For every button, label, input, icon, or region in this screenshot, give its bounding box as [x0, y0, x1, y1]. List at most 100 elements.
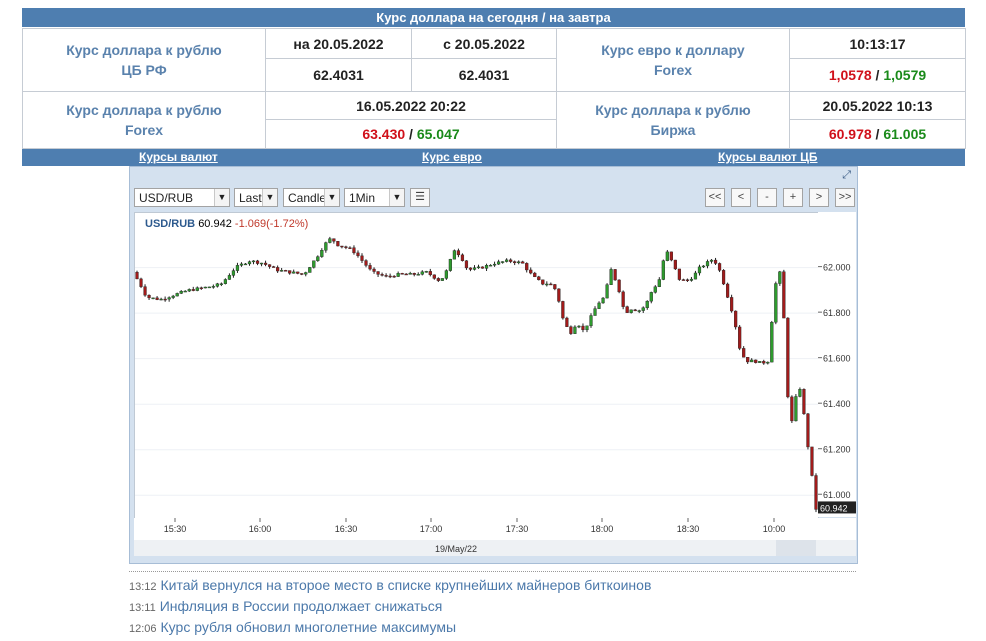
zoom-in-button[interactable]: + [783, 188, 803, 207]
candle [774, 283, 778, 323]
scroll-track [134, 540, 856, 556]
candle [814, 475, 818, 510]
candle [340, 245, 344, 248]
candle [380, 274, 384, 276]
candle [452, 250, 457, 260]
candle [738, 326, 742, 349]
nav-link-currencies[interactable]: Курсы валют [139, 150, 218, 164]
candle [790, 396, 794, 422]
news-title[interactable]: Курс рубля обновил многолетние максимумы [160, 619, 457, 635]
interval-select[interactable]: 1Min ▼ [344, 188, 405, 207]
candle [360, 255, 364, 261]
candle [625, 306, 629, 313]
candle [665, 251, 669, 261]
candle [517, 261, 521, 264]
candle [348, 247, 352, 249]
price-type-select[interactable]: Last ▼ [234, 188, 278, 207]
candle [364, 260, 368, 266]
y-tick-label: 62.000 [823, 263, 851, 273]
cbr-date-today: на 20.05.2022 [265, 28, 412, 59]
candle [577, 325, 581, 328]
candle [701, 265, 706, 268]
candle [384, 275, 388, 277]
x-axis-svg: 15:30 16:00 16:30 17:00 17:30 18:00 18:30 10:00… [134, 518, 856, 556]
candle [167, 297, 171, 300]
candle [412, 273, 416, 275]
candle [276, 267, 280, 272]
nav-link-cbr[interactable]: Курсы валют ЦБ [718, 150, 818, 164]
candle [533, 272, 537, 278]
expand-icon[interactable]: ⤢ [842, 169, 851, 181]
candle [235, 265, 240, 271]
forex-bid: 63.430 [362, 126, 406, 142]
indicators-button[interactable]: ☰ [410, 188, 430, 207]
chart-plot-area[interactable]: USD/RUB 60.942 -1.069(-1.72%) [134, 212, 819, 519]
chevron-down-icon: ▼ [214, 189, 229, 206]
y-tick-label: 61.200 [823, 445, 851, 455]
candle [786, 317, 790, 398]
candle [484, 265, 489, 269]
candle [243, 263, 248, 266]
candle [135, 271, 139, 280]
candle [456, 250, 461, 256]
candle [312, 260, 316, 268]
x-tick-label: 16:00 [249, 524, 272, 534]
candle [259, 262, 264, 265]
news-item[interactable]: 13:11 Инфляция в России продолжает снижат… [129, 598, 856, 619]
news-separator [129, 571, 856, 572]
news-time: 13:12 [129, 581, 157, 593]
candle [203, 286, 207, 289]
news-item[interactable]: 12:06 Курс рубля обновил многолетние макс… [129, 619, 856, 640]
y-tick-label: 61.400 [823, 399, 851, 409]
nav-next-button[interactable]: > [809, 188, 829, 207]
candle [689, 278, 694, 281]
forex-label-source: Forex [124, 122, 164, 138]
candle [227, 275, 232, 280]
nav-link-euro[interactable]: Курс евро [422, 150, 482, 164]
candle [432, 274, 436, 279]
candle [778, 271, 782, 284]
candle [352, 247, 356, 254]
forex-datetime: 16.05.2022 20:22 [265, 91, 557, 120]
candle [372, 268, 376, 272]
candle [424, 271, 428, 273]
candle [288, 270, 292, 274]
candle [480, 266, 485, 269]
candle [320, 250, 324, 257]
candle [404, 273, 408, 276]
x-tick-label: 15:30 [164, 524, 187, 534]
candle [521, 261, 525, 264]
candle [609, 269, 613, 285]
candle [147, 294, 151, 299]
candle [300, 273, 304, 275]
nav-last-button[interactable]: >> [835, 188, 855, 207]
nav-prev-button[interactable]: < [731, 188, 751, 207]
candle [770, 322, 774, 363]
candle [460, 254, 465, 261]
candle [392, 275, 396, 278]
candle [219, 283, 223, 285]
chart-style-select[interactable]: Candle ▼ [283, 188, 340, 207]
candle [746, 357, 750, 363]
candle [581, 325, 585, 331]
cbr-value-today: 62.4031 [265, 58, 412, 92]
candle [488, 264, 493, 267]
news-item[interactable]: 13:12 Китай вернулся на второе место в сп… [129, 577, 856, 598]
nav-first-button[interactable]: << [705, 188, 725, 207]
symbol-select[interactable]: USD/RUB ▼ [134, 188, 230, 207]
exchange-values: 60.978 / 61.005 [789, 119, 966, 149]
candle [324, 242, 328, 251]
candle [782, 271, 786, 319]
chart-widget: ⤢ USD/RUB ▼ Last ▼ Candle ▼ 1Min ▼ ☰ << … [129, 166, 858, 564]
candle [472, 267, 477, 270]
eurusd-label: Курс евро к доллару Forex [556, 28, 790, 92]
exchange-ask: 61.005 [883, 126, 927, 142]
candle [734, 310, 738, 328]
news-title[interactable]: Китай вернулся на второе место в списке … [160, 577, 652, 593]
zoom-out-button[interactable]: - [757, 188, 777, 207]
chart-y-axis: 62.000 61.800 61.600 61.400 61.200 61.000 60.9… [818, 212, 856, 517]
forex-label: Курс доллара к рублю Forex [22, 91, 266, 149]
cbr-label-source: ЦБ РФ [121, 62, 167, 78]
news-title[interactable]: Инфляция в России продолжает снижаться [159, 598, 443, 614]
candle [597, 302, 601, 309]
